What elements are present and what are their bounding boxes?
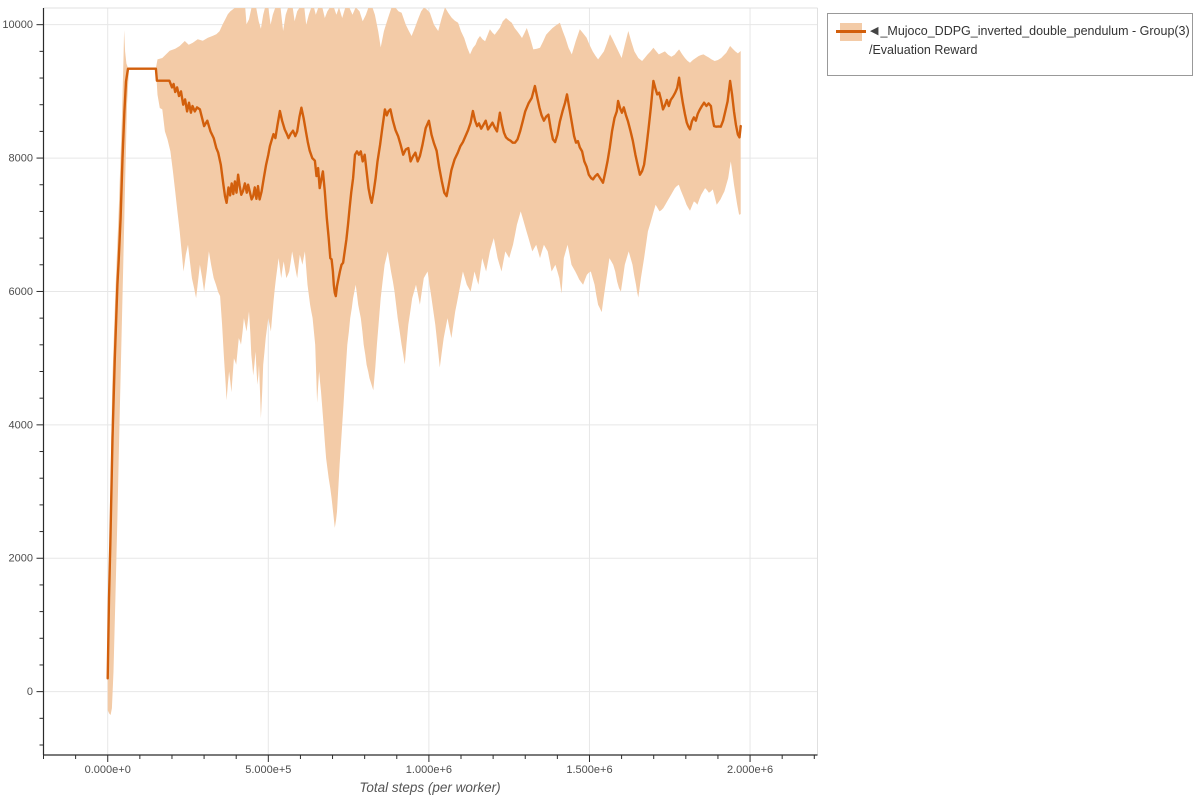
mean-reward-line[interactable] <box>106 67 742 680</box>
legend-line-swatch <box>836 30 866 34</box>
tick-labels: 0.000e+0 5.000e+5 1.000e+6 1.500e+6 2.000e+6… <box>2 19 773 776</box>
y-tick-label: 2000 <box>9 553 33 565</box>
axes <box>42 8 818 756</box>
x-tick-label: 1.000e+6 <box>406 764 452 776</box>
legend-metric-name: /Evaluation Reward <box>869 43 978 58</box>
x-tick-label: 1.500e+6 <box>566 764 612 776</box>
y-tick-label: 4000 <box>9 419 33 431</box>
y-tick-label: 8000 <box>9 153 33 165</box>
series-marker-icon: ◀ <box>870 25 879 38</box>
y-tick-label: 10000 <box>2 19 33 31</box>
legend-item[interactable]: ◀ _Mujoco_DDPG_inverted_double_pendulum … <box>836 22 1190 41</box>
x-tick-label: 0.000e+0 <box>85 764 131 776</box>
y-tick-label: 0 <box>27 686 33 698</box>
legend-band-swatch <box>836 22 866 41</box>
y-tick-label: 6000 <box>9 286 33 298</box>
x-tick-label: 2.000e+6 <box>727 764 773 776</box>
x-tick-label: 5.000e+5 <box>245 764 291 776</box>
tick-marks <box>36 24 815 762</box>
confidence-band <box>107 8 741 715</box>
legend-run-name: _Mujoco_DDPG_inverted_double_pendulum - … <box>880 24 1190 38</box>
x-axis-title: Total steps (per worker) <box>359 780 500 795</box>
legend: ◀ _Mujoco_DDPG_inverted_double_pendulum … <box>827 13 1193 76</box>
